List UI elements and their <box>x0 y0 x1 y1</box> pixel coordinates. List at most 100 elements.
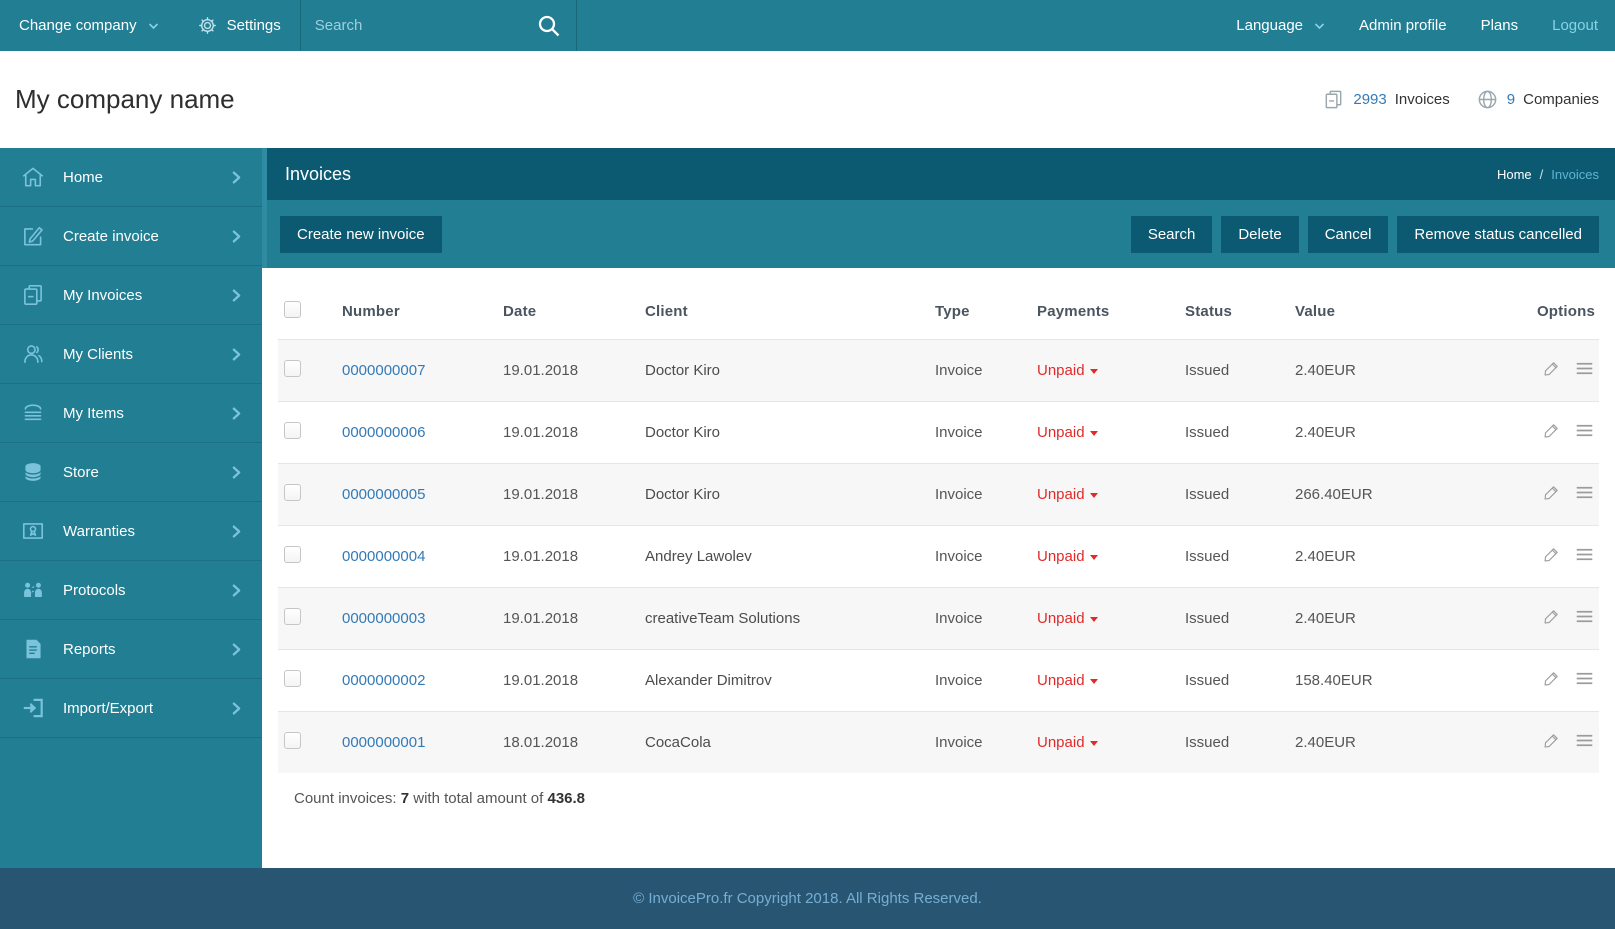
row-checkbox[interactable] <box>284 360 301 377</box>
sidebar-item-home[interactable]: Home <box>0 148 262 207</box>
payment-status-dropdown[interactable]: Unpaid <box>1037 610 1098 627</box>
edit-invoice-button[interactable] <box>1542 607 1561 626</box>
top-navbar: Change company Settings Language <box>0 0 1615 51</box>
table-row: 0000000007 19.01.2018 Doctor Kiro Invoice Un… <box>278 339 1599 402</box>
row-options-menu-button[interactable] <box>1574 607 1595 626</box>
hamburger-icon <box>1574 545 1595 564</box>
invoice-status: Issued <box>1185 548 1230 565</box>
sidebar-item-my-items[interactable]: My Items <box>0 384 262 443</box>
summary-prefix: Count invoices: <box>294 790 401 807</box>
remove-status-cancelled-button[interactable]: Remove status cancelled <box>1397 215 1599 253</box>
pencil-icon <box>1542 483 1561 502</box>
chevron-right-icon <box>230 465 243 480</box>
summary-total: 436.8 <box>547 790 586 807</box>
my-clients-icon <box>19 341 46 368</box>
language-label: Language <box>1236 17 1304 34</box>
language-dropdown[interactable]: Language <box>1219 17 1342 34</box>
row-options-menu-button[interactable] <box>1574 545 1595 564</box>
plans-link[interactable]: Plans <box>1464 17 1536 34</box>
table-row: 0000000004 19.01.2018 Andrey Lawolev Invoic… <box>278 525 1599 588</box>
pencil-icon <box>1542 669 1561 688</box>
row-options-menu-button[interactable] <box>1574 731 1595 750</box>
invoice-number-link[interactable]: 0000000004 <box>342 548 426 565</box>
sidebar-item-store[interactable]: Store <box>0 443 262 502</box>
row-options-menu-button[interactable] <box>1574 359 1595 378</box>
companies-stat[interactable]: 9 Companies <box>1476 88 1599 111</box>
pencil-icon <box>1542 731 1561 750</box>
edit-invoice-button[interactable] <box>1542 483 1561 502</box>
chevron-down-icon <box>148 22 159 30</box>
plans-label: Plans <box>1480 17 1519 34</box>
payment-status-dropdown[interactable]: Unpaid <box>1037 362 1098 379</box>
search-icon[interactable] <box>536 13 562 39</box>
invoice-value: 2.40EUR <box>1295 424 1356 441</box>
invoice-number-link[interactable]: 0000000005 <box>342 486 426 503</box>
row-checkbox[interactable] <box>284 608 301 625</box>
sidebar-item-protocols[interactable]: Protocols <box>0 561 262 620</box>
invoice-client: Alexander Dimitrov <box>645 672 772 689</box>
sidebar-item-import-export[interactable]: Import/Export <box>0 679 262 738</box>
invoices-stat[interactable]: 2993 Invoices <box>1322 88 1450 111</box>
payment-status-dropdown[interactable]: Unpaid <box>1037 734 1098 751</box>
search-input[interactable] <box>314 17 536 34</box>
create-new-invoice-button[interactable]: Create new invoice <box>280 215 442 253</box>
breadcrumb-home-link[interactable]: Home <box>1496 166 1532 182</box>
invoice-status: Issued <box>1185 362 1230 379</box>
invoice-value: 2.40EUR <box>1295 548 1356 565</box>
invoice-number-link[interactable]: 0000000006 <box>342 424 426 441</box>
import-export-icon <box>19 695 46 722</box>
logout-link[interactable]: Logout <box>1535 17 1615 34</box>
row-checkbox[interactable] <box>284 422 301 439</box>
edit-invoice-button[interactable] <box>1542 421 1561 440</box>
my-items-icon <box>19 400 46 427</box>
invoice-type: Invoice <box>935 424 983 441</box>
edit-invoice-button[interactable] <box>1542 731 1561 750</box>
payment-status-label: Unpaid <box>1037 672 1085 689</box>
edit-invoice-button[interactable] <box>1542 545 1561 564</box>
select-all-checkbox[interactable] <box>284 301 301 318</box>
row-checkbox[interactable] <box>284 484 301 501</box>
payment-status-dropdown[interactable]: Unpaid <box>1037 486 1098 503</box>
gear-icon <box>197 15 218 36</box>
sidebar-item-warranties[interactable]: Warranties <box>0 502 262 561</box>
page-title: My company name <box>15 84 235 114</box>
sidebar-item-reports[interactable]: Reports <box>0 620 262 679</box>
payment-status-label: Unpaid <box>1037 424 1085 441</box>
invoice-number-link[interactable]: 0000000002 <box>342 672 426 689</box>
change-company-label: Change company <box>19 17 137 34</box>
invoice-client: creativeTeam Solutions <box>645 610 801 627</box>
companies-count: 9 <box>1506 91 1516 108</box>
navbar-divider <box>299 0 301 51</box>
invoice-status: Issued <box>1185 672 1230 689</box>
invoice-number-link[interactable]: 0000000003 <box>342 610 426 627</box>
edit-invoice-button[interactable] <box>1542 669 1561 688</box>
sidebar-item-label: Store <box>63 463 99 481</box>
row-checkbox[interactable] <box>284 546 301 563</box>
admin-profile-link[interactable]: Admin profile <box>1342 17 1464 34</box>
row-checkbox[interactable] <box>284 670 301 687</box>
row-options-menu-button[interactable] <box>1574 421 1595 440</box>
edit-invoice-button[interactable] <box>1542 359 1561 378</box>
row-options-menu-button[interactable] <box>1574 483 1595 502</box>
invoice-value: 2.40EUR <box>1295 734 1356 751</box>
sidebar-item-my-invoices[interactable]: My Invoices <box>0 266 262 325</box>
row-options-menu-button[interactable] <box>1574 669 1595 688</box>
reports-icon <box>19 636 46 663</box>
cancel-button[interactable]: Cancel <box>1307 215 1389 253</box>
hamburger-icon <box>1574 607 1595 626</box>
globe-icon <box>1476 88 1499 111</box>
invoice-value: 2.40EUR <box>1295 610 1356 627</box>
payment-status-dropdown[interactable]: Unpaid <box>1037 548 1098 565</box>
payment-status-dropdown[interactable]: Unpaid <box>1037 424 1098 441</box>
sidebar-item-my-clients[interactable]: My Clients <box>0 325 262 384</box>
search-button[interactable]: Search <box>1130 215 1213 253</box>
sidebar-item-create-invoice[interactable]: Create invoice <box>0 207 262 266</box>
change-company-dropdown[interactable]: Change company <box>0 0 178 51</box>
sidebar-item-label: My Items <box>63 404 124 422</box>
delete-button[interactable]: Delete <box>1221 215 1299 253</box>
invoice-number-link[interactable]: 0000000001 <box>342 734 426 751</box>
invoice-number-link[interactable]: 0000000007 <box>342 362 426 379</box>
settings-button[interactable]: Settings <box>178 0 300 51</box>
payment-status-dropdown[interactable]: Unpaid <box>1037 672 1098 689</box>
row-checkbox[interactable] <box>284 732 301 749</box>
